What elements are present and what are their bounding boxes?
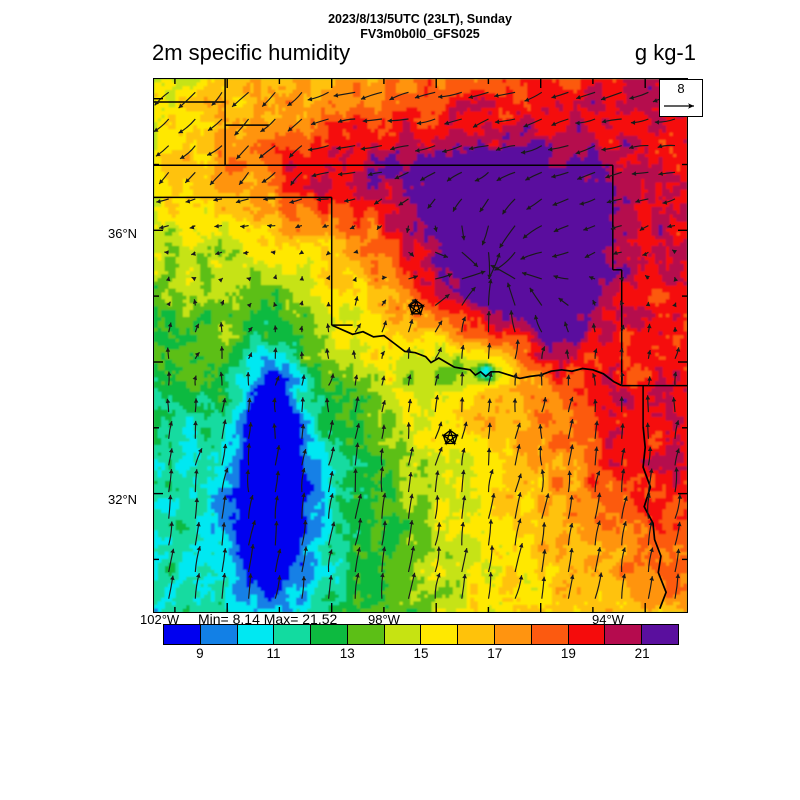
colorbar-segment-16 bbox=[458, 625, 496, 644]
colorbar-segment-11 bbox=[274, 625, 312, 644]
axis-label-lon-98: 98°W bbox=[368, 612, 400, 627]
colorbar-segment-17 bbox=[495, 625, 532, 644]
min-max-readout: Min= 8.14 Max= 21.52 bbox=[198, 611, 338, 627]
colorbar-tick-9: 9 bbox=[196, 646, 204, 661]
map-canvas bbox=[154, 79, 687, 612]
colorbar-tick-11: 11 bbox=[266, 646, 281, 661]
colorbar-segment-12 bbox=[311, 625, 348, 644]
wind-arrow-icon bbox=[664, 103, 694, 109]
axis-label-lon-94: 94°W bbox=[592, 612, 624, 627]
wind-vector-legend: 8 bbox=[659, 79, 703, 117]
colorbar-tick-21: 21 bbox=[634, 646, 650, 661]
units-label: g kg-1 bbox=[634, 40, 696, 65]
colorbar-segment-10 bbox=[237, 625, 275, 644]
colorbar-segment-19 bbox=[568, 625, 606, 644]
map-plot-area[interactable] bbox=[153, 78, 688, 613]
wind-legend-value: 8 bbox=[677, 81, 685, 96]
title-date: 2023/8/13/5UTC (23LT), Sunday bbox=[328, 12, 512, 26]
title-model: FV3m0b0l0_GFS025 bbox=[360, 27, 480, 41]
field-title: 2m specific humidity bbox=[152, 40, 351, 65]
colorbar-segment-14 bbox=[384, 625, 422, 644]
state-boundary-layer bbox=[154, 79, 687, 610]
colorbar-segment-18 bbox=[531, 625, 569, 644]
humidity-field-layer bbox=[154, 79, 687, 612]
station-star-south bbox=[441, 428, 460, 446]
colorbar-segment-8 bbox=[164, 625, 201, 644]
wind-vector-layer bbox=[154, 91, 683, 599]
axis-label-lat-32: 32°N bbox=[108, 492, 138, 507]
colorbar[interactable] bbox=[163, 624, 679, 645]
axis-label-lon-102: 102°W bbox=[140, 612, 180, 627]
colorbar-tick-15: 15 bbox=[413, 646, 429, 661]
colorbar-segment-15 bbox=[421, 625, 459, 644]
colorbar-segment-21 bbox=[642, 625, 678, 644]
station-star-north bbox=[407, 299, 426, 316]
axis-tick-layer bbox=[154, 79, 687, 612]
colorbar-tick-19: 19 bbox=[560, 646, 576, 661]
axis-label-lat-36: 36°N bbox=[108, 226, 138, 241]
colorbar-segment-9 bbox=[200, 625, 238, 644]
station-marker-layer bbox=[407, 299, 460, 446]
colorbar-tick-13: 13 bbox=[339, 646, 355, 661]
colorbar-segment-13 bbox=[347, 625, 385, 644]
colorbar-tick-17: 17 bbox=[487, 646, 503, 661]
colorbar-segment-20 bbox=[605, 625, 643, 644]
colorbar-tick-labels: 9 11 13 15 17 19 21 bbox=[163, 646, 679, 664]
